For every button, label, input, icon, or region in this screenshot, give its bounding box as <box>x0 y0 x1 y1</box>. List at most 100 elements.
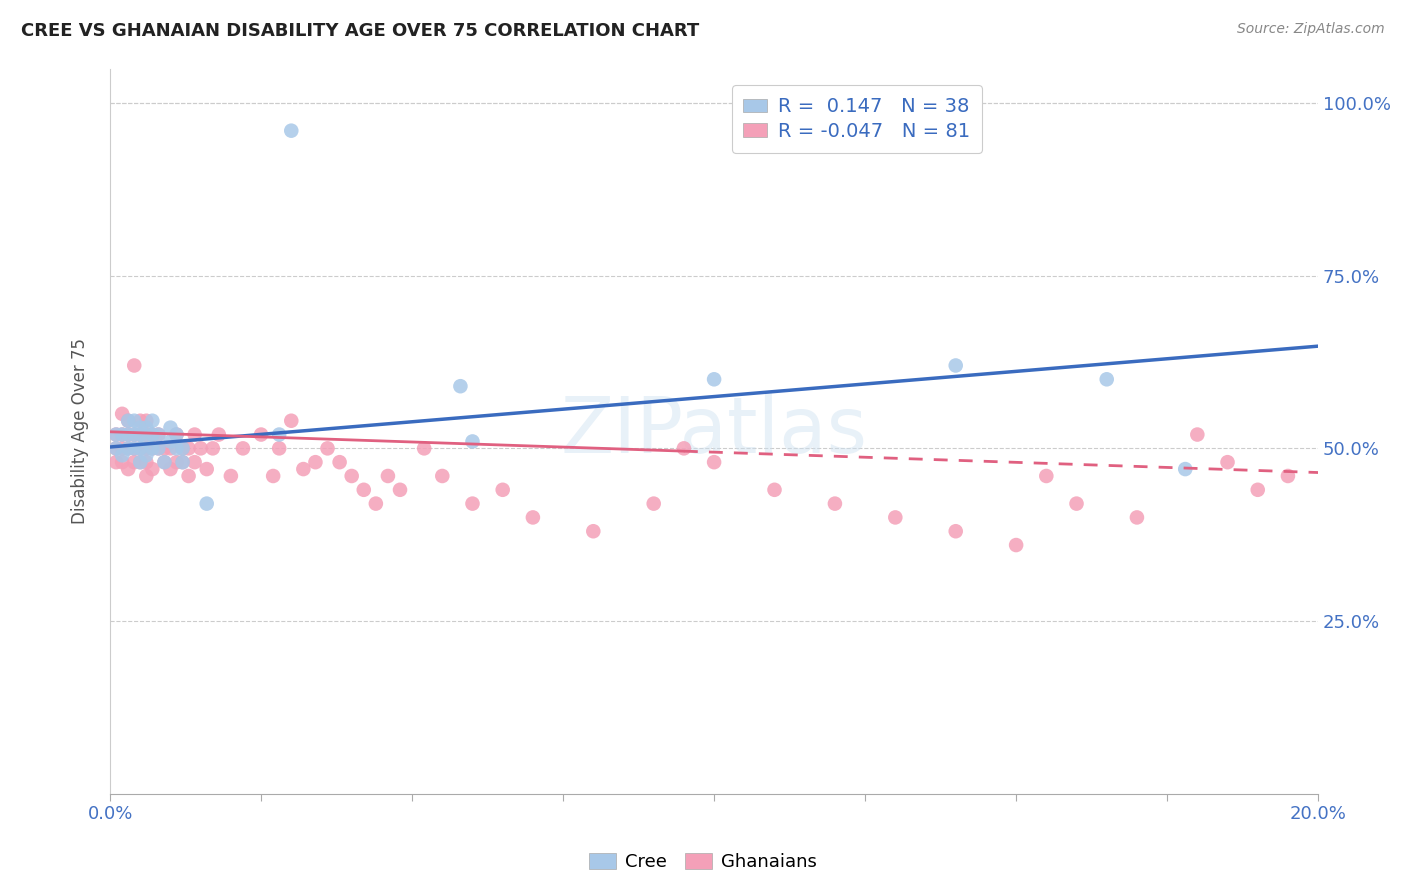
Point <box>643 497 665 511</box>
Point <box>763 483 786 497</box>
Point <box>105 442 128 456</box>
Point <box>413 442 436 456</box>
Point <box>117 427 139 442</box>
Point <box>329 455 352 469</box>
Point <box>492 483 515 497</box>
Point <box>141 442 163 456</box>
Point <box>824 497 846 511</box>
Point <box>117 462 139 476</box>
Point <box>159 442 181 456</box>
Point <box>172 455 194 469</box>
Point <box>135 427 157 442</box>
Point <box>389 483 412 497</box>
Point <box>364 497 387 511</box>
Point <box>153 455 176 469</box>
Point <box>141 427 163 442</box>
Point <box>135 442 157 456</box>
Point <box>449 379 471 393</box>
Point <box>183 427 205 442</box>
Point <box>432 469 454 483</box>
Point <box>141 442 163 456</box>
Point <box>461 434 484 449</box>
Point <box>1005 538 1028 552</box>
Point <box>280 414 302 428</box>
Point <box>129 442 152 456</box>
Point <box>129 427 152 442</box>
Point <box>280 123 302 137</box>
Point <box>353 483 375 497</box>
Point <box>135 448 157 462</box>
Point <box>269 427 291 442</box>
Point <box>201 442 224 456</box>
Point <box>105 455 128 469</box>
Point <box>208 427 231 442</box>
Point <box>117 414 139 428</box>
Point <box>1066 497 1088 511</box>
Text: ZIPatlas: ZIPatlas <box>561 393 868 469</box>
Point <box>129 455 152 469</box>
Point <box>117 427 139 442</box>
Text: CREE VS GHANAIAN DISABILITY AGE OVER 75 CORRELATION CHART: CREE VS GHANAIAN DISABILITY AGE OVER 75 … <box>21 22 699 40</box>
Point <box>111 407 134 421</box>
Point <box>129 414 152 428</box>
Point <box>177 442 200 456</box>
Point <box>105 427 128 442</box>
Point <box>153 455 176 469</box>
Point <box>190 442 212 456</box>
Point <box>122 414 145 428</box>
Point <box>1187 427 1209 442</box>
Point <box>159 420 181 434</box>
Point <box>111 448 134 462</box>
Point <box>269 442 291 456</box>
Point <box>1174 462 1197 476</box>
Point <box>166 427 188 442</box>
Point <box>129 427 152 442</box>
Point <box>122 442 145 456</box>
Point <box>292 462 315 476</box>
Point <box>1277 469 1299 483</box>
Point <box>262 469 284 483</box>
Point <box>159 434 181 449</box>
Point <box>148 442 170 456</box>
Point <box>141 414 163 428</box>
Point <box>219 469 242 483</box>
Point <box>117 442 139 456</box>
Point <box>111 427 134 442</box>
Point <box>232 442 254 456</box>
Point <box>172 442 194 456</box>
Point <box>129 420 152 434</box>
Point <box>461 497 484 511</box>
Point <box>884 510 907 524</box>
Point <box>1247 483 1270 497</box>
Point <box>117 414 139 428</box>
Point <box>522 510 544 524</box>
Point <box>141 427 163 442</box>
Point <box>1095 372 1118 386</box>
Point <box>672 442 695 456</box>
Point <box>135 434 157 449</box>
Point <box>122 359 145 373</box>
Point <box>166 455 188 469</box>
Point <box>135 455 157 469</box>
Legend: Cree, Ghanaians: Cree, Ghanaians <box>582 846 824 879</box>
Point <box>166 442 188 456</box>
Point <box>148 427 170 442</box>
Point <box>316 442 339 456</box>
Point <box>703 455 725 469</box>
Point <box>111 455 134 469</box>
Point <box>945 524 967 539</box>
Point <box>122 427 145 442</box>
Point <box>148 442 170 456</box>
Point <box>111 427 134 442</box>
Point <box>703 372 725 386</box>
Point <box>159 462 181 476</box>
Point <box>129 455 152 469</box>
Point <box>177 469 200 483</box>
Point <box>250 427 273 442</box>
Text: Source: ZipAtlas.com: Source: ZipAtlas.com <box>1237 22 1385 37</box>
Point <box>1035 469 1057 483</box>
Point <box>195 462 218 476</box>
Point <box>111 442 134 456</box>
Point <box>135 420 157 434</box>
Point <box>148 427 170 442</box>
